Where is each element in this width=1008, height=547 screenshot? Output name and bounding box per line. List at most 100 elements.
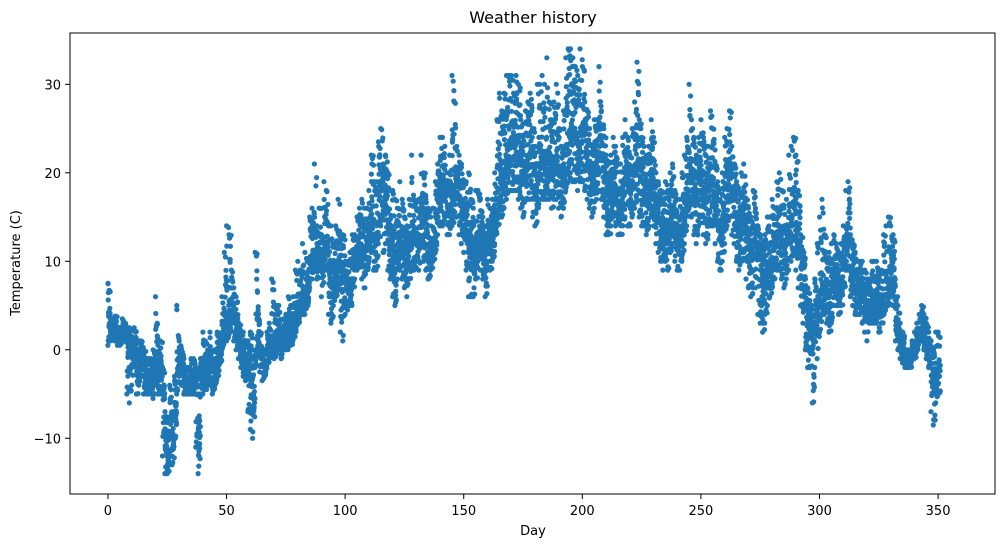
data-point xyxy=(258,330,264,336)
data-point xyxy=(216,372,222,379)
data-point xyxy=(317,224,324,230)
data-point xyxy=(378,223,384,229)
data-point xyxy=(136,382,142,388)
data-point xyxy=(161,383,168,389)
data-point xyxy=(105,342,111,348)
data-point xyxy=(175,387,181,393)
data-point xyxy=(321,273,327,279)
data-point xyxy=(238,322,244,328)
data-point xyxy=(451,219,457,226)
data-point xyxy=(313,183,319,189)
data-point xyxy=(397,213,403,219)
data-point xyxy=(563,84,569,90)
data-point xyxy=(538,142,544,148)
data-point xyxy=(572,109,578,115)
data-point xyxy=(596,64,602,70)
data-point xyxy=(256,311,262,317)
data-point xyxy=(342,311,348,317)
data-point xyxy=(459,171,465,177)
data-point xyxy=(368,244,374,250)
data-point xyxy=(222,294,228,300)
data-point xyxy=(541,100,547,106)
data-point xyxy=(547,144,553,150)
data-point xyxy=(377,234,383,240)
data-point xyxy=(341,232,347,239)
data-point xyxy=(452,209,458,215)
data-point xyxy=(496,90,502,96)
data-point xyxy=(253,361,259,367)
data-point xyxy=(327,261,333,268)
data-point xyxy=(126,400,132,406)
data-point xyxy=(335,196,341,202)
data-point xyxy=(377,219,384,225)
data-point xyxy=(452,100,458,106)
data-point xyxy=(221,249,227,255)
data-point xyxy=(330,313,336,319)
data-point xyxy=(449,153,455,159)
data-point xyxy=(129,382,135,388)
data-point xyxy=(310,220,317,226)
data-point xyxy=(370,153,376,159)
data-point xyxy=(463,179,469,185)
data-point xyxy=(369,194,375,200)
data-point xyxy=(471,222,477,228)
data-point xyxy=(254,289,261,295)
data-point xyxy=(464,212,470,218)
data-point xyxy=(576,86,582,92)
data-point xyxy=(212,386,218,392)
data-point xyxy=(579,57,585,63)
data-point xyxy=(366,187,372,194)
data-point xyxy=(435,214,441,220)
data-point xyxy=(105,297,111,303)
data-point xyxy=(166,468,172,474)
data-point xyxy=(271,287,277,293)
data-point xyxy=(409,179,415,186)
data-point xyxy=(575,72,581,79)
data-point xyxy=(251,383,257,389)
data-point xyxy=(154,321,160,327)
data-point xyxy=(472,270,478,276)
data-point xyxy=(321,279,327,286)
data-point xyxy=(362,285,368,291)
data-point xyxy=(340,338,346,344)
data-point xyxy=(423,200,429,206)
data-point xyxy=(339,319,345,325)
data-point xyxy=(555,102,562,108)
data-point xyxy=(268,327,274,333)
data-point xyxy=(527,90,533,96)
data-point xyxy=(379,127,385,133)
data-point xyxy=(137,378,143,384)
data-point xyxy=(328,223,334,229)
data-point xyxy=(336,228,343,234)
data-point xyxy=(197,441,203,447)
data-point xyxy=(296,319,302,325)
data-point xyxy=(377,153,383,159)
data-point xyxy=(270,279,276,285)
data-point xyxy=(462,195,468,201)
data-point xyxy=(164,443,170,449)
data-point xyxy=(401,207,407,213)
data-point xyxy=(231,285,237,291)
data-point xyxy=(200,329,206,335)
data-point xyxy=(472,291,478,297)
data-point xyxy=(254,251,260,257)
data-point xyxy=(534,219,540,225)
data-point xyxy=(575,187,581,194)
data-point xyxy=(133,334,139,340)
data-point xyxy=(197,456,203,462)
data-point xyxy=(351,284,358,290)
data-point xyxy=(174,409,180,416)
data-point xyxy=(405,281,411,287)
data-point xyxy=(484,196,491,202)
data-point xyxy=(196,413,202,419)
data-point xyxy=(301,262,307,268)
data-point xyxy=(590,210,596,216)
data-point xyxy=(312,214,318,220)
data-point xyxy=(285,347,291,353)
data-point xyxy=(219,358,225,364)
data-point xyxy=(446,232,453,238)
data-point xyxy=(470,205,476,211)
data-point xyxy=(139,339,145,345)
data-point xyxy=(352,276,358,282)
data-point xyxy=(197,433,203,439)
